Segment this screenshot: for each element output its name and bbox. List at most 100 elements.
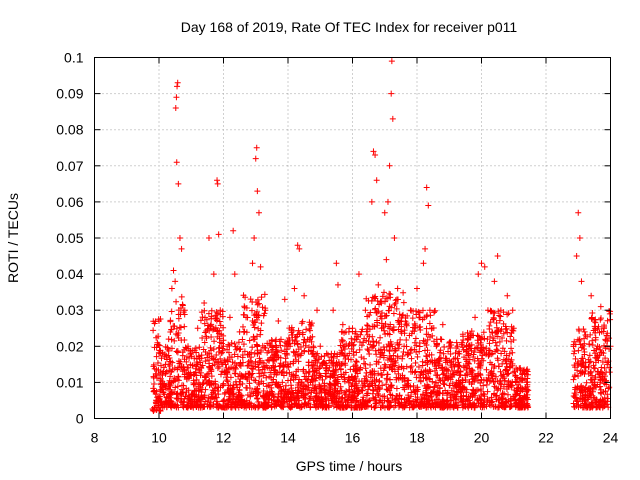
data-point bbox=[331, 372, 338, 379]
data-point bbox=[578, 363, 585, 370]
data-point bbox=[304, 400, 311, 407]
data-point bbox=[168, 398, 175, 405]
data-point bbox=[420, 260, 427, 267]
data-point bbox=[367, 341, 374, 348]
data-point bbox=[512, 404, 519, 411]
data-point bbox=[509, 360, 516, 367]
y-tick-label: 0 bbox=[76, 411, 84, 427]
data-point bbox=[423, 385, 430, 392]
data-point bbox=[377, 353, 384, 360]
data-point bbox=[185, 375, 192, 382]
data-point bbox=[241, 348, 248, 355]
data-point bbox=[230, 390, 237, 397]
data-point bbox=[391, 235, 398, 241]
data-point bbox=[178, 399, 185, 406]
data-point bbox=[167, 394, 174, 401]
data-point bbox=[400, 311, 407, 318]
data-point bbox=[274, 397, 281, 404]
data-point bbox=[504, 329, 511, 336]
data-point bbox=[170, 267, 177, 274]
data-point bbox=[198, 395, 205, 402]
data-point bbox=[268, 336, 275, 343]
data-point bbox=[173, 298, 180, 305]
data-point bbox=[224, 378, 231, 385]
data-point bbox=[505, 383, 512, 390]
data-point bbox=[411, 320, 418, 327]
data-point bbox=[210, 325, 217, 332]
data-point bbox=[290, 376, 297, 383]
data-point bbox=[580, 345, 587, 352]
data-point bbox=[214, 384, 221, 391]
data-point bbox=[600, 388, 607, 395]
data-point bbox=[254, 188, 261, 195]
data-point bbox=[570, 350, 577, 357]
data-point bbox=[579, 388, 586, 395]
data-point bbox=[592, 350, 599, 357]
data-point bbox=[517, 364, 524, 371]
data-point bbox=[252, 155, 259, 162]
data-point bbox=[379, 382, 386, 389]
data-point bbox=[281, 296, 288, 303]
data-point bbox=[165, 336, 172, 343]
data-point bbox=[237, 345, 244, 352]
data-point bbox=[249, 318, 256, 325]
data-point bbox=[486, 325, 493, 332]
data-point bbox=[151, 344, 158, 351]
data-point bbox=[162, 343, 169, 350]
data-point bbox=[604, 338, 611, 345]
y-tick-label: 0.01 bbox=[56, 374, 83, 390]
data-point bbox=[488, 399, 495, 406]
data-point bbox=[407, 307, 414, 314]
data-point bbox=[380, 289, 387, 296]
x-axis-label: GPS time / hours bbox=[296, 458, 403, 474]
y-tick-label: 0.02 bbox=[56, 338, 83, 354]
data-point bbox=[179, 301, 186, 308]
data-point bbox=[413, 399, 420, 406]
data-point bbox=[237, 363, 244, 370]
data-point bbox=[591, 318, 598, 325]
data-point bbox=[594, 343, 601, 350]
data-point bbox=[301, 292, 308, 299]
data-point bbox=[212, 394, 219, 401]
data-point bbox=[493, 329, 500, 336]
data-point bbox=[593, 398, 600, 405]
data-point bbox=[315, 356, 322, 363]
data-point bbox=[171, 365, 178, 372]
data-point bbox=[307, 404, 314, 411]
data-point bbox=[158, 355, 165, 362]
data-point bbox=[384, 402, 391, 409]
data-point bbox=[173, 159, 180, 166]
data-point bbox=[252, 363, 259, 370]
data-point bbox=[342, 362, 349, 369]
data-point bbox=[604, 395, 611, 402]
data-point bbox=[173, 331, 180, 338]
data-point bbox=[157, 350, 164, 357]
data-point bbox=[295, 327, 302, 334]
data-point bbox=[294, 382, 301, 389]
data-point bbox=[202, 348, 209, 355]
data-point bbox=[501, 348, 508, 355]
data-point bbox=[198, 352, 205, 359]
data-point bbox=[499, 390, 506, 397]
data-point bbox=[338, 349, 345, 356]
data-point bbox=[350, 348, 357, 355]
data-point bbox=[257, 263, 264, 270]
data-point bbox=[225, 397, 232, 404]
data-point bbox=[326, 380, 333, 387]
data-point bbox=[362, 365, 369, 372]
data-point bbox=[241, 304, 248, 311]
data-point bbox=[459, 344, 466, 351]
data-point bbox=[490, 315, 497, 322]
data-point bbox=[214, 177, 221, 184]
data-point bbox=[294, 393, 301, 400]
data-point bbox=[291, 285, 298, 292]
data-point bbox=[215, 231, 222, 238]
data-point bbox=[411, 402, 418, 409]
data-point bbox=[452, 361, 459, 368]
data-point bbox=[211, 356, 218, 363]
data-point bbox=[428, 393, 435, 400]
data-point bbox=[409, 315, 416, 322]
data-point bbox=[503, 337, 510, 344]
data-point bbox=[592, 329, 599, 336]
data-point bbox=[436, 375, 443, 382]
